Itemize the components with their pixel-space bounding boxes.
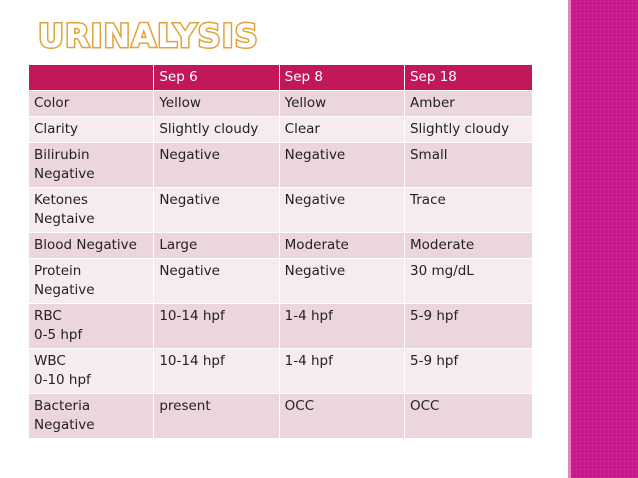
table-row: WBC 0-10 hpf 10-14 hpf 1-4 hpf 5-9 hpf	[27, 348, 532, 394]
header-cell-sep6: Sep 6	[153, 65, 280, 91]
table-cell: Small	[403, 142, 532, 188]
row-label-cell: Color	[27, 90, 154, 117]
row-label-cell: WBC 0-10 hpf	[27, 348, 154, 394]
table-cell: 10-14 hpf	[153, 348, 280, 394]
side-bar-stripe	[568, 0, 571, 478]
table-cell: Slightly cloudy	[153, 116, 280, 143]
table-cell: Negative	[153, 187, 280, 233]
row-label-cell: Bacteria Negative	[27, 393, 154, 439]
table-cell: Moderate	[278, 232, 405, 259]
table-row: Clarity Slightly cloudy Clear Slightly clou…	[27, 116, 532, 143]
table-cell: Negative	[278, 187, 405, 233]
table-header-row: Sep 6 Sep 8 Sep 18	[27, 65, 532, 91]
row-label-cell: Bilirubin Negative	[27, 142, 154, 188]
table-cell: Negative	[278, 258, 405, 304]
table-cell: OCC	[403, 393, 532, 439]
table-row: Bacteria Negative present OCC OCC	[27, 393, 532, 439]
table-row: Blood Negative Large Moderate Moderate	[27, 232, 532, 259]
table-row: Bilirubin Negative Negative Negative Small	[27, 142, 532, 188]
row-label-cell: Clarity	[27, 116, 154, 143]
table-cell: 1-4 hpf	[278, 303, 405, 349]
table-cell: 10-14 hpf	[153, 303, 280, 349]
table-cell: 5-9 hpf	[403, 303, 532, 349]
table-cell: 1-4 hpf	[278, 348, 405, 394]
table-cell: Amber	[403, 90, 532, 117]
table-cell: OCC	[278, 393, 405, 439]
table-cell: Yellow	[278, 90, 405, 117]
header-cell	[27, 65, 154, 91]
table-cell: Negative	[153, 258, 280, 304]
table-cell: 30 mg/dL	[403, 258, 532, 304]
table-cell: 5-9 hpf	[403, 348, 532, 394]
urinalysis-table: Sep 6 Sep 8 Sep 18 Color Yellow Yellow Ambe…	[27, 65, 532, 439]
table-cell: Negative	[153, 142, 280, 188]
slide-title: URINALYSIS	[37, 17, 260, 55]
row-label-cell: Blood Negative	[27, 232, 154, 259]
table-cell: Slightly cloudy	[403, 116, 532, 143]
row-label-cell: Ketones Negtaive	[27, 187, 154, 233]
table-cell: present	[153, 393, 280, 439]
row-label-cell: RBC 0-5 hpf	[27, 303, 154, 349]
table-cell: Clear	[278, 116, 405, 143]
table-cell: Trace	[403, 187, 532, 233]
table-row: Ketones Negtaive Negative Negative Trace	[27, 187, 532, 233]
decorative-side-bar	[568, 0, 638, 478]
table-row: RBC 0-5 hpf 10-14 hpf 1-4 hpf 5-9 hpf	[27, 303, 532, 349]
table-cell: Moderate	[403, 232, 532, 259]
table-cell: Large	[153, 232, 280, 259]
header-cell-sep18: Sep 18	[403, 65, 532, 91]
row-label-cell: Protein Negative	[27, 258, 154, 304]
table-row: Protein Negative Negative Negative 30 mg/dL	[27, 258, 532, 304]
table-row: Color Yellow Yellow Amber	[27, 90, 532, 117]
table-cell: Yellow	[153, 90, 280, 117]
header-cell-sep8: Sep 8	[278, 65, 405, 91]
table-cell: Negative	[278, 142, 405, 188]
